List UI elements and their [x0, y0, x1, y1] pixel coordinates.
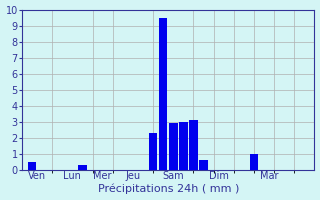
Bar [149, 133, 157, 170]
X-axis label: Précipitations 24h ( mm ): Précipitations 24h ( mm ) [98, 184, 239, 194]
Bar [189, 120, 198, 170]
Bar [159, 18, 167, 170]
Bar [78, 165, 87, 170]
Bar [199, 160, 208, 170]
Bar [169, 123, 178, 170]
Bar [28, 162, 36, 170]
Bar [179, 122, 188, 170]
Bar [250, 154, 258, 170]
